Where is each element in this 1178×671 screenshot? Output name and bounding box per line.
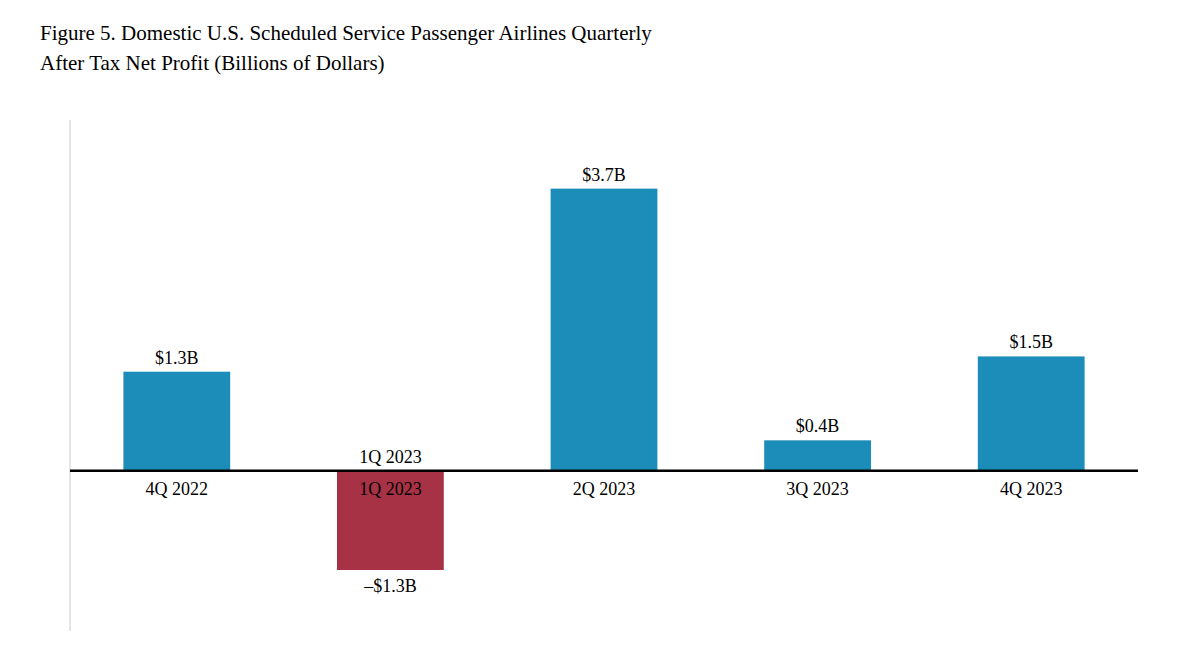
bar — [123, 372, 230, 471]
data-label: $1.3B — [155, 348, 199, 368]
subtitle: After Tax Net Profit (Billions of Dollar… — [40, 51, 385, 75]
y-axis-line — [70, 120, 71, 631]
bar — [764, 440, 871, 471]
chart-svg: Figure 5. Domestic U.S. Scheduled Servic… — [0, 0, 1178, 671]
zero-line — [70, 470, 1138, 473]
x-tick-label: 4Q 2023 — [1000, 479, 1063, 499]
x-tick-label: 3Q 2023 — [786, 479, 849, 499]
title: Figure 5. Domestic U.S. Scheduled Servic… — [40, 21, 652, 45]
background — [0, 0, 1178, 671]
x-tick-label: 2Q 2023 — [573, 479, 636, 499]
data-label: $0.4B — [796, 416, 840, 436]
chart-container: Figure 5. Domestic U.S. Scheduled Servic… — [0, 0, 1178, 671]
bar — [978, 356, 1085, 470]
annotation: 1Q 2023 — [359, 447, 422, 467]
bar — [551, 189, 658, 471]
data-label: $3.7B — [582, 165, 626, 185]
bars — [123, 189, 1084, 570]
data-label: $1.5B — [1009, 332, 1053, 352]
x-tick-label: 1Q 2023 — [359, 479, 422, 499]
bar — [337, 471, 444, 570]
x-tick-label: 4Q 2022 — [146, 479, 209, 499]
data-label: –$1.3B — [363, 576, 417, 596]
